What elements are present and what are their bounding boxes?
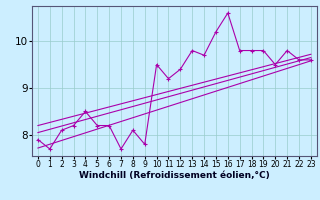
X-axis label: Windchill (Refroidissement éolien,°C): Windchill (Refroidissement éolien,°C) [79,171,270,180]
